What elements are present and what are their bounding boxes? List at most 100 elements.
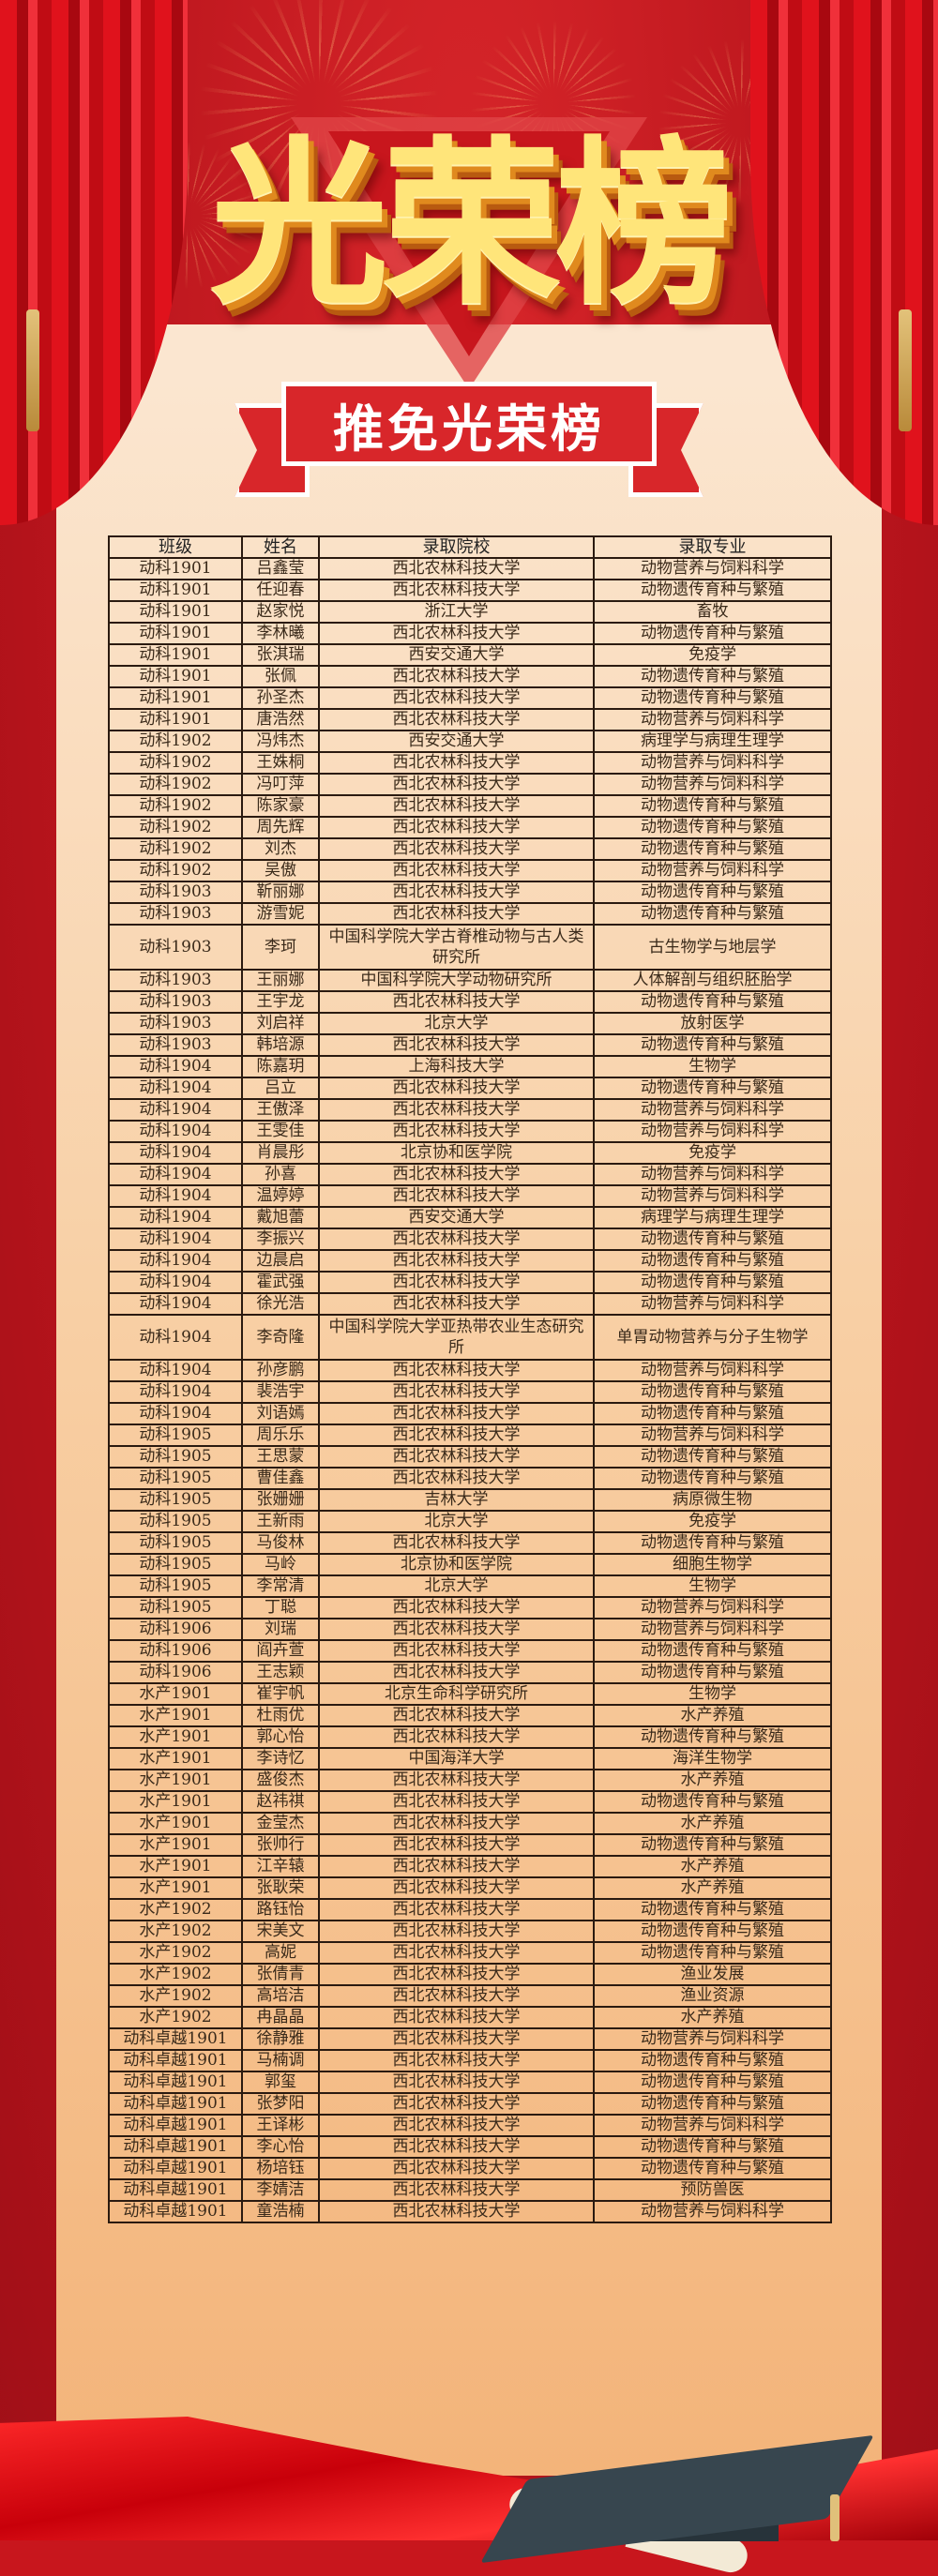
table-row: 动科1901 张淇瑞 西安交通大学 免疫学 — [108, 643, 832, 667]
cell-class: 动科1903 — [108, 881, 243, 904]
cell-school: 西北农林科技大学 — [318, 751, 595, 775]
cell-major: 水产养殖 — [593, 1769, 832, 1792]
cell-name: 冉晶晶 — [241, 2006, 320, 2029]
table-row: 动科1904 霍武强 西北农林科技大学 动物遗传育种与繁殖 — [108, 1271, 832, 1294]
cell-class: 动科1905 — [108, 1510, 243, 1533]
cell-major: 动物营养与饲料科学 — [593, 1184, 832, 1208]
cell-school: 西北农林科技大学 — [318, 1531, 595, 1555]
table-row: 动科1901 张佩 西北农林科技大学 动物遗传育种与繁殖 — [108, 665, 832, 688]
subtitle: 推免光荣榜 — [333, 399, 605, 459]
cell-school: 西北农林科技大学 — [318, 1271, 595, 1294]
cell-class: 动科1902 — [108, 859, 243, 882]
cell-class: 动科1901 — [108, 665, 243, 688]
cell-name: 马楠调 — [241, 2049, 320, 2072]
cell-major: 动物遗传育种与繁殖 — [593, 1402, 832, 1425]
cell-school: 西北农林科技大学 — [318, 2049, 595, 2072]
cell-class: 动科1902 — [108, 730, 243, 753]
cell-class: 动科1903 — [108, 990, 243, 1014]
cell-school: 西北农林科技大学 — [318, 1898, 595, 1921]
table-row: 动科1904 李振兴 西北农林科技大学 动物遗传育种与繁殖 — [108, 1228, 832, 1251]
cell-school: 西北农林科技大学 — [318, 2157, 595, 2180]
page-title: 光荣榜 — [209, 121, 734, 328]
table-row: 动科1903 游雪妮 西北农林科技大学 动物遗传育种与繁殖 — [108, 902, 832, 926]
cell-name: 边晨启 — [241, 1249, 320, 1273]
table-row: 动科卓越1901 杨培钰 西北农林科技大学 动物遗传育种与繁殖 — [108, 2157, 832, 2180]
cell-school: 西北农林科技大学 — [318, 557, 595, 580]
cell-school: 西北农林科技大学 — [318, 708, 595, 731]
cell-name: 杜雨优 — [241, 1704, 320, 1727]
table-row: 动科1901 吕鑫莹 西北农林科技大学 动物营养与饲料科学 — [108, 557, 832, 580]
table-row: 动科卓越1901 李心怡 西北农林科技大学 动物遗传育种与繁殖 — [108, 2135, 832, 2159]
cell-name: 李珂 — [241, 924, 320, 971]
cell-major: 渔业资源 — [593, 1984, 832, 2008]
cell-class: 水产1901 — [108, 1876, 243, 1900]
cell-class: 动科1901 — [108, 643, 243, 667]
cell-class: 动科1903 — [108, 902, 243, 926]
cell-name: 肖晨彤 — [241, 1141, 320, 1165]
cell-class: 动科1901 — [108, 600, 243, 624]
cell-major: 病理学与病理生理学 — [593, 730, 832, 753]
table-row: 动科卓越1901 王译彬 西北农林科技大学 动物营养与饲料科学 — [108, 2114, 832, 2137]
cell-school: 西北农林科技大学 — [318, 2178, 595, 2202]
cell-class: 动科1902 — [108, 794, 243, 818]
cell-class: 动科卓越1901 — [108, 2114, 243, 2137]
cell-class: 动科1904 — [108, 1184, 243, 1208]
table-row: 动科1904 温婷婷 西北农林科技大学 动物营养与饲料科学 — [108, 1184, 832, 1208]
cell-major: 动物遗传育种与繁殖 — [593, 1228, 832, 1251]
header-class: 班级 — [108, 535, 243, 559]
cell-class: 动科卓越1901 — [108, 2157, 243, 2180]
table-row: 动科1901 唐浩然 西北农林科技大学 动物营养与饲料科学 — [108, 708, 832, 731]
cell-name: 马俊林 — [241, 1531, 320, 1555]
table-row: 动科1901 李林曦 西北农林科技大学 动物遗传育种与繁殖 — [108, 622, 832, 645]
cell-major: 动物遗传育种与繁殖 — [593, 1380, 832, 1404]
cell-name: 刘杰 — [241, 837, 320, 861]
cap-tassel — [830, 2494, 840, 2541]
cell-major: 海洋生物学 — [593, 1747, 832, 1770]
cell-school: 西北农林科技大学 — [318, 1467, 595, 1490]
cell-school: 西北农林科技大学 — [318, 1596, 595, 1619]
cell-school: 西北农林科技大学 — [318, 1184, 595, 1208]
cell-major: 动物遗传育种与繁殖 — [593, 2157, 832, 2180]
cell-major: 动物遗传育种与繁殖 — [593, 837, 832, 861]
cell-school: 西北农林科技大学 — [318, 686, 595, 710]
cell-name: 陈嘉玥 — [241, 1055, 320, 1078]
table-row: 动科1906 王志颖 西北农林科技大学 动物遗传育种与繁殖 — [108, 1661, 832, 1684]
cell-name: 金莹杰 — [241, 1812, 320, 1835]
cell-class: 动科1905 — [108, 1467, 243, 1490]
cell-major: 动物遗传育种与繁殖 — [593, 1249, 832, 1273]
cell-class: 动科1901 — [108, 622, 243, 645]
cell-major: 动物遗传育种与繁殖 — [593, 816, 832, 839]
cell-major: 免疫学 — [593, 643, 832, 667]
table-header-row: 班级 姓名 录取院校 录取专业 — [108, 535, 832, 559]
cell-school: 西北农林科技大学 — [318, 1077, 595, 1100]
table-row: 动科1905 马岭 北京协和医学院 细胞生物学 — [108, 1553, 832, 1576]
cell-school: 西北农林科技大学 — [318, 2114, 595, 2137]
cell-name: 路钰怡 — [241, 1898, 320, 1921]
table-row: 动科1902 王姝桐 西北农林科技大学 动物营养与饲料科学 — [108, 751, 832, 775]
cell-major: 动物遗传育种与繁殖 — [593, 1898, 832, 1921]
cell-school: 西北农林科技大学 — [318, 1855, 595, 1878]
table-row: 动科1904 王雯佳 西北农林科技大学 动物营养与饲料科学 — [108, 1120, 832, 1143]
cell-major: 动物营养与饲料科学 — [593, 751, 832, 775]
cell-name: 张倩青 — [241, 1963, 320, 1986]
cell-name: 霍武强 — [241, 1271, 320, 1294]
cell-major: 动物遗传育种与繁殖 — [593, 579, 832, 602]
table-row: 动科1901 孙圣杰 西北农林科技大学 动物遗传育种与繁殖 — [108, 686, 832, 710]
table-row: 水产1901 李诗忆 中国海洋大学 海洋生物学 — [108, 1747, 832, 1770]
table-row: 动科卓越1901 李婧洁 西北农林科技大学 预防兽医 — [108, 2178, 832, 2202]
cell-name: 张姗姗 — [241, 1488, 320, 1512]
cell-name: 童浩楠 — [241, 2200, 320, 2223]
table-row: 动科1904 吕立 西北农林科技大学 动物遗传育种与繁殖 — [108, 1077, 832, 1100]
cell-name: 王雯佳 — [241, 1120, 320, 1143]
cell-name: 李振兴 — [241, 1228, 320, 1251]
cell-class: 动科1904 — [108, 1120, 243, 1143]
table-row: 水产1901 张帅行 西北农林科技大学 动物遗传育种与繁殖 — [108, 1833, 832, 1857]
cell-major: 生物学 — [593, 1682, 832, 1706]
table-row: 动科1904 边晨启 西北农林科技大学 动物遗传育种与繁殖 — [108, 1249, 832, 1273]
cell-school: 西北农林科技大学 — [318, 859, 595, 882]
table-row: 动科1905 李常清 北京大学 生物学 — [108, 1574, 832, 1598]
cell-class: 动科1906 — [108, 1661, 243, 1684]
table-row: 动科1905 王新雨 北京大学 免疫学 — [108, 1510, 832, 1533]
cell-name: 赵家悦 — [241, 600, 320, 624]
cell-school: 西北农林科技大学 — [318, 665, 595, 688]
